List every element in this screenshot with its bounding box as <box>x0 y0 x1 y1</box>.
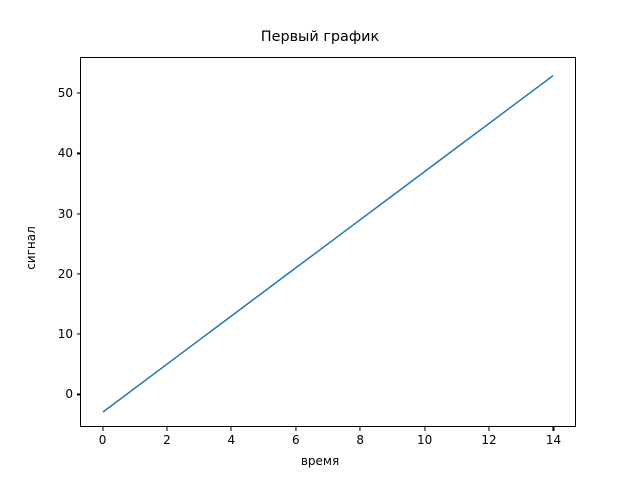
y-tick-mark <box>76 152 80 154</box>
y-tick-mark <box>76 213 80 215</box>
plot-area <box>80 57 576 427</box>
x-tick-label: 14 <box>545 433 562 447</box>
x-tick-mark <box>488 427 490 431</box>
x-tick-label: 0 <box>98 433 107 447</box>
x-tick-label: 10 <box>416 433 433 447</box>
y-axis-label: сигнал <box>24 226 38 270</box>
line-series-signal <box>102 75 554 413</box>
x-tick-mark <box>359 427 361 431</box>
x-tick-mark <box>230 427 232 431</box>
x-tick-label: 6 <box>291 433 300 447</box>
y-tick-label: 30 <box>57 206 73 221</box>
x-tick-label: 2 <box>163 433 171 447</box>
x-tick-label: 8 <box>356 433 365 447</box>
x-tick-label: 4 <box>227 433 236 447</box>
x-tick-mark <box>101 427 104 431</box>
x-tick-label: 12 <box>481 433 497 447</box>
y-tick-label: 50 <box>57 86 73 101</box>
x-tick-mark <box>295 427 297 431</box>
y-tick-label: 0 <box>65 387 73 402</box>
y-tick-label: 40 <box>57 146 73 161</box>
x-tick-mark <box>552 427 554 431</box>
y-tick-mark <box>76 393 80 395</box>
x-tick-mark <box>166 427 168 431</box>
y-tick-mark <box>76 92 80 94</box>
y-tick-label: 10 <box>57 327 73 342</box>
x-axis-label: время <box>300 454 340 468</box>
y-tick-mark <box>76 273 80 275</box>
y-tick-mark <box>76 333 80 335</box>
chart-title: Первый график <box>260 29 380 45</box>
y-tick-label: 20 <box>57 266 73 281</box>
x-tick-mark <box>424 427 426 431</box>
